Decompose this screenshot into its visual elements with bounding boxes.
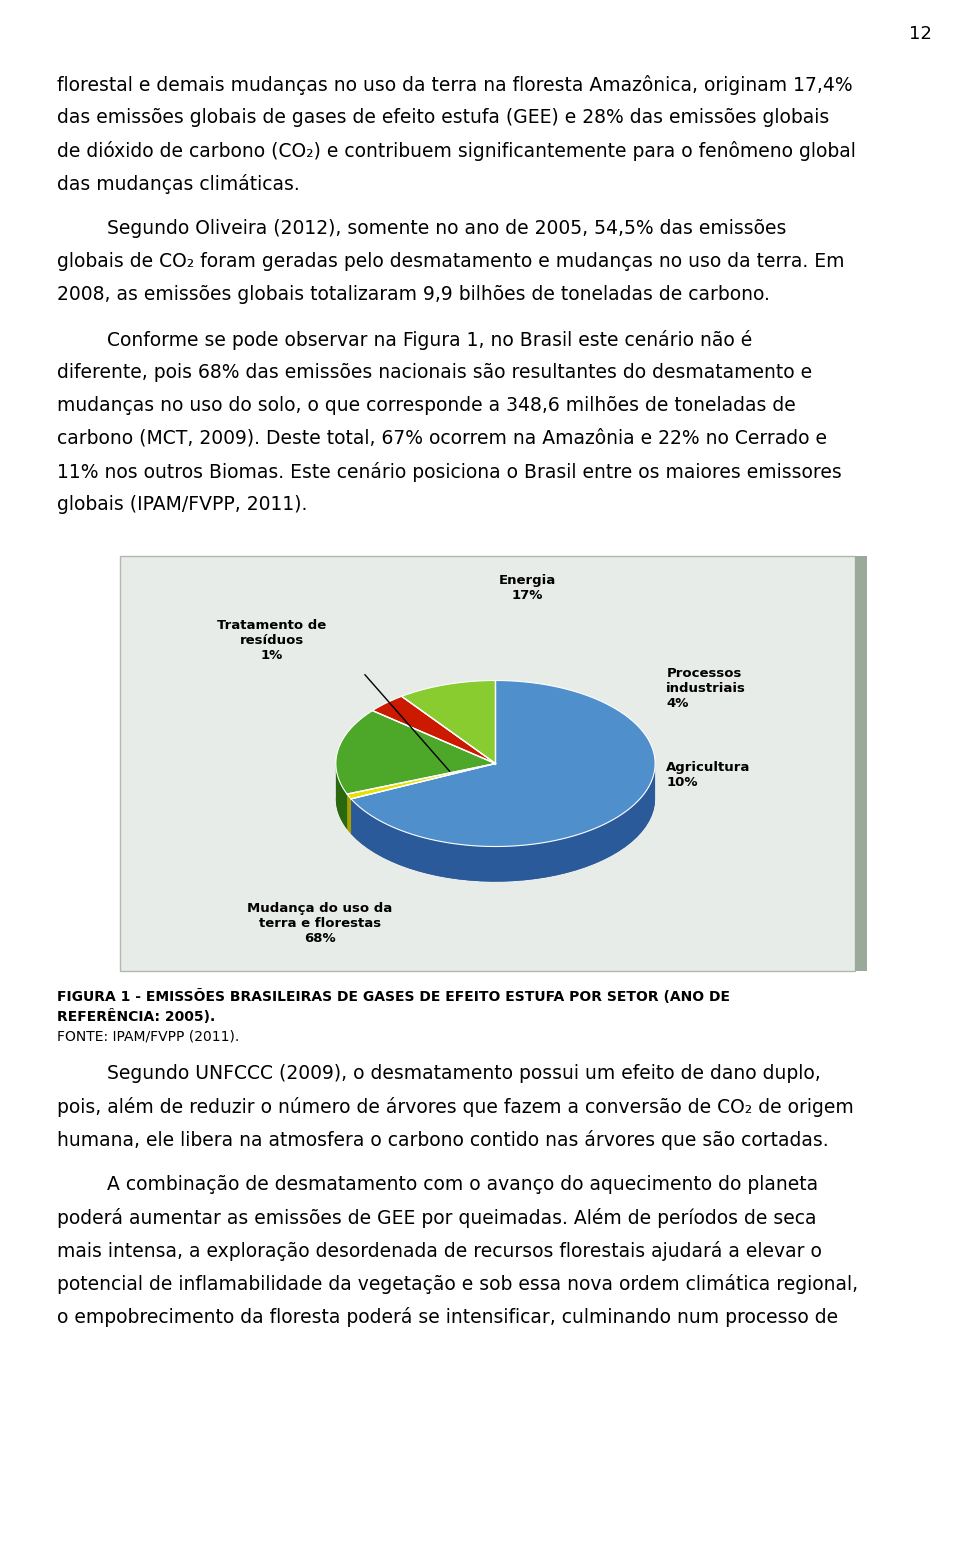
Text: REFERÊNCIA: 2005).: REFERÊNCIA: 2005). [57, 1009, 215, 1025]
Text: Agricultura
10%: Agricultura 10% [666, 760, 751, 788]
Text: Energia
17%: Energia 17% [499, 574, 556, 602]
Text: 2008, as emissões globais totalizaram 9,9 bilhões de toneladas de carbono.: 2008, as emissões globais totalizaram 9,… [57, 285, 770, 303]
Text: FIGURA 1 - EMISSÕES BRASILEIRAS DE GASES DE EFEITO ESTUFA POR SETOR (ANO DE: FIGURA 1 - EMISSÕES BRASILEIRAS DE GASES… [57, 989, 730, 1005]
FancyBboxPatch shape [855, 557, 867, 970]
Text: Segundo UNFCCC (2009), o desmatamento possui um efeito de dano duplo,: Segundo UNFCCC (2009), o desmatamento po… [107, 1064, 821, 1082]
Text: poderá aumentar as emissões de GEE por queimadas. Além de períodos de seca: poderá aumentar as emissões de GEE por q… [57, 1208, 817, 1228]
Text: das emissões globais de gases de efeito estufa (GEE) e 28% das emissões globais: das emissões globais de gases de efeito … [57, 107, 829, 128]
Text: Mudança do uso da
terra e florestas
68%: Mudança do uso da terra e florestas 68% [248, 902, 393, 944]
Polygon shape [336, 764, 348, 829]
Polygon shape [348, 795, 351, 833]
Polygon shape [336, 711, 495, 795]
Text: florestal e demais mudanças no uso da terra na floresta Amazônica, originam 17,4: florestal e demais mudanças no uso da te… [57, 75, 852, 95]
Text: mudanças no uso do solo, o que corresponde a 348,6 milhões de toneladas de: mudanças no uso do solo, o que correspon… [57, 397, 796, 415]
Text: FONTE: IPAM/FVPP (2011).: FONTE: IPAM/FVPP (2011). [57, 1029, 239, 1043]
Polygon shape [401, 681, 495, 764]
Text: Processos
industriais
4%: Processos industriais 4% [666, 667, 746, 711]
Text: Conforme se pode observar na Figura 1, no Brasil este cenário não é: Conforme se pode observar na Figura 1, n… [107, 330, 753, 350]
Text: carbono (MCT, 2009). Deste total, 67% ocorrem na Amazônia e 22% no Cerrado e: carbono (MCT, 2009). Deste total, 67% oc… [57, 429, 827, 448]
Text: A combinação de desmatamento com o avanço do aquecimento do planeta: A combinação de desmatamento com o avanç… [107, 1176, 818, 1194]
Polygon shape [351, 764, 655, 882]
Text: potencial de inflamabilidade da vegetação e sob essa nova ordem climática region: potencial de inflamabilidade da vegetaçã… [57, 1274, 858, 1294]
Text: de dióxido de carbono (CO₂) e contribuem significantemente para o fenômeno globa: de dióxido de carbono (CO₂) e contribuem… [57, 142, 856, 162]
Text: pois, além de reduzir o número de árvores que fazem a conversão de CO₂ de origem: pois, além de reduzir o número de árvore… [57, 1096, 853, 1116]
Polygon shape [351, 681, 655, 846]
Text: das mudanças climáticas.: das mudanças climáticas. [57, 174, 300, 194]
Text: 11% nos outros Biomas. Este cenário posiciona o Brasil entre os maiores emissore: 11% nos outros Biomas. Este cenário posi… [57, 462, 842, 482]
FancyBboxPatch shape [120, 557, 855, 970]
Polygon shape [336, 799, 495, 829]
Polygon shape [372, 697, 495, 764]
Text: globais de CO₂ foram geradas pelo desmatamento e mudanças no uso da terra. Em: globais de CO₂ foram geradas pelo desmat… [57, 252, 845, 271]
Text: humana, ele libera na atmosfera o carbono contido nas árvores que são cortadas.: humana, ele libera na atmosfera o carbon… [57, 1130, 828, 1151]
Text: mais intensa, a exploração desordenada de recursos florestais ajudará a elevar o: mais intensa, a exploração desordenada d… [57, 1241, 822, 1261]
Text: diferente, pois 68% das emissões nacionais são resultantes do desmatamento e: diferente, pois 68% das emissões naciona… [57, 362, 812, 383]
Polygon shape [348, 764, 495, 799]
Text: Segundo Oliveira (2012), somente no ano de 2005, 54,5% das emissões: Segundo Oliveira (2012), somente no ano … [107, 219, 786, 238]
Text: 12: 12 [909, 25, 932, 44]
Polygon shape [351, 799, 655, 882]
Text: Tratamento de
resíduos
1%: Tratamento de resíduos 1% [217, 619, 326, 662]
Polygon shape [348, 799, 495, 833]
Text: o empobrecimento da floresta poderá se intensificar, culminando num processo de: o empobrecimento da floresta poderá se i… [57, 1308, 838, 1326]
Text: globais (IPAM/FVPP, 2011).: globais (IPAM/FVPP, 2011). [57, 494, 307, 515]
